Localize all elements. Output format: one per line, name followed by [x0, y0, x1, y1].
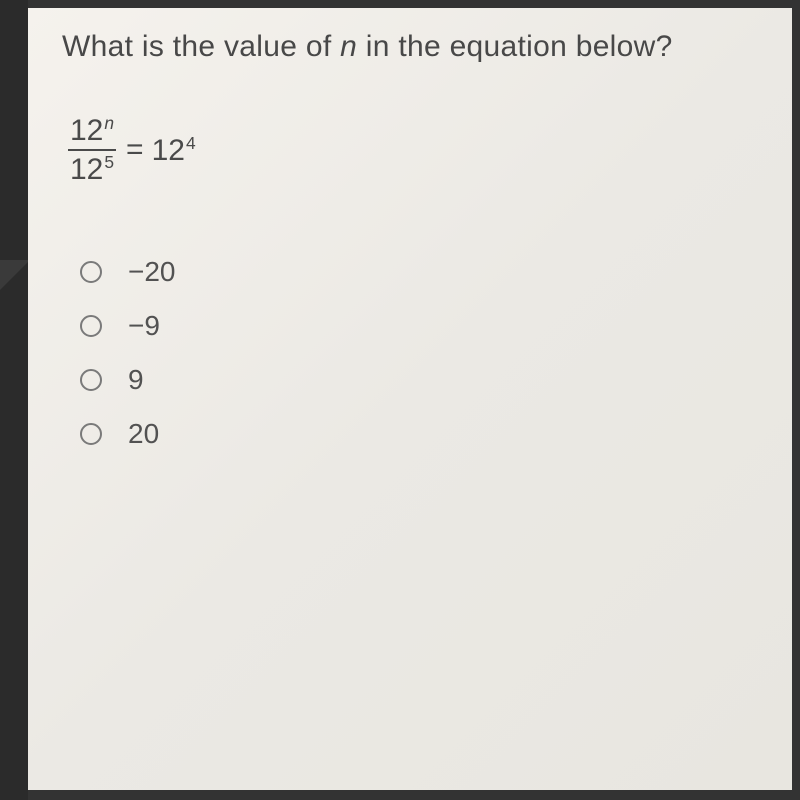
- rhs-exp: 4: [186, 133, 196, 153]
- options-group: −20 −9 9 20: [80, 256, 758, 450]
- denominator: 125: [68, 153, 116, 186]
- question-text: What is the value of n in the equation b…: [62, 30, 758, 64]
- option-label: 20: [128, 418, 159, 450]
- question-panel: What is the value of n in the equation b…: [28, 8, 792, 790]
- radio-icon[interactable]: [80, 423, 102, 445]
- rhs: 124: [152, 133, 196, 168]
- option-label: −9: [128, 310, 160, 342]
- denominator-base: 12: [70, 153, 103, 186]
- numerator-base: 12: [70, 114, 103, 147]
- option-label: −20: [128, 256, 176, 288]
- option-row[interactable]: −9: [80, 310, 758, 342]
- question-prefix: What is the value of: [62, 30, 340, 63]
- left-border-strip: [0, 0, 28, 800]
- rhs-base: 12: [152, 134, 185, 167]
- fraction: 12n 125: [68, 114, 116, 186]
- option-row[interactable]: −20: [80, 256, 758, 288]
- option-row[interactable]: 20: [80, 418, 758, 450]
- radio-icon[interactable]: [80, 369, 102, 391]
- denominator-exp: 5: [104, 152, 114, 172]
- radio-icon[interactable]: [80, 315, 102, 337]
- numerator-exp: n: [104, 113, 114, 133]
- question-suffix: in the equation below?: [357, 30, 672, 63]
- fraction-bar: [68, 149, 116, 151]
- option-row[interactable]: 9: [80, 364, 758, 396]
- numerator: 12n: [68, 114, 116, 147]
- radio-icon[interactable]: [80, 261, 102, 283]
- equation-display: 12n 125 = 124: [68, 114, 758, 186]
- equals-sign: =: [126, 133, 144, 167]
- question-variable: n: [340, 30, 357, 63]
- option-label: 9: [128, 364, 144, 396]
